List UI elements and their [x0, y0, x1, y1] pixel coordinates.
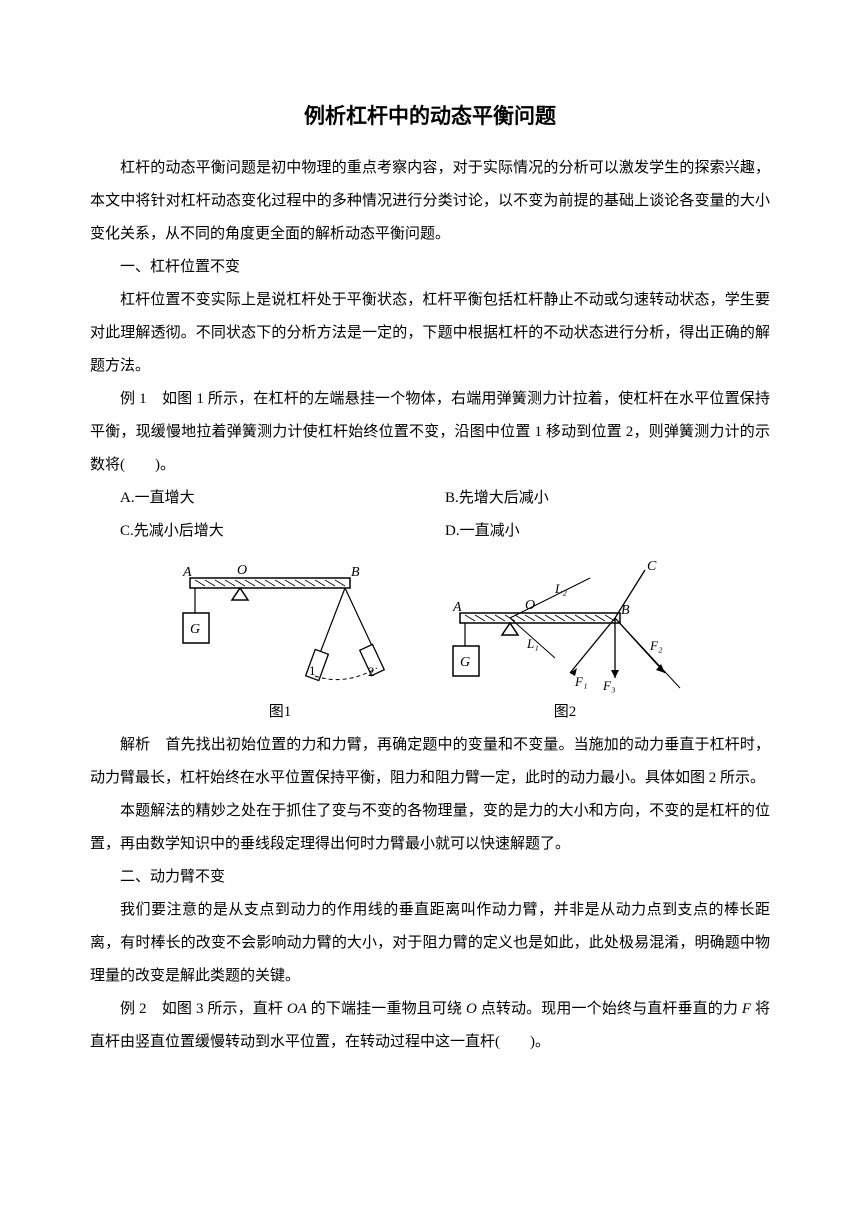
- figure-1-label: 图1: [165, 700, 395, 721]
- options-row2: C.先减小后增大 D.一直减小: [90, 515, 770, 548]
- figure-1: A O B G 1 2 图1: [165, 558, 395, 721]
- options-row1: A.一直增大 B.先增大后减小: [90, 482, 770, 515]
- section2-body: 我们要注意的是从支点到动力的作用线的垂直距离叫作动力臂，并非是从动力点到支点的棒…: [90, 894, 770, 993]
- fig2-label-f2: F₂: [649, 638, 663, 653]
- analysis1-p1: 解析 首先找出初始位置的力和力臂，再确定题中的变量和不变量。当施加的动力垂直于杠…: [90, 729, 770, 795]
- ex2-oa: OA: [287, 1001, 307, 1017]
- fig2-label-g: G: [460, 655, 470, 670]
- ex2-o: O: [466, 1001, 477, 1017]
- fig1-label-a: A: [182, 565, 192, 580]
- fig1-label-o: O: [237, 563, 247, 578]
- option-c: C.先减小后增大: [120, 515, 445, 548]
- ex2-f: F: [742, 1001, 751, 1017]
- section1-title: 一、杠杆位置不变: [90, 251, 770, 284]
- intro-paragraph: 杠杆的动态平衡问题是初中物理的重点考察内容，对于实际情况的分析可以激发学生的探索…: [90, 152, 770, 251]
- analysis1-p2: 本题解法的精妙之处在于抓住了变与不变的各物理量，变的是力的大小和方向，不变的是杠…: [90, 795, 770, 861]
- figure-1-svg: A O B G 1 2: [165, 558, 395, 698]
- fig2-label-l2: L₂: [554, 581, 567, 596]
- fig2-label-o: O: [525, 598, 535, 613]
- option-b: B.先增大后减小: [445, 482, 770, 515]
- fig1-label-g: G: [190, 622, 200, 637]
- option-d: D.一直减小: [445, 515, 770, 548]
- figure-2-svg: A O B G C L₂ F₁ L₁ F₃: [435, 558, 695, 698]
- section1-body: 杠杆位置不变实际上是说杠杆处于平衡状态，杠杆平衡包括杠杆静止不动或匀速转动状态，…: [90, 284, 770, 383]
- page-title: 例析杠杆中的动态平衡问题: [90, 100, 770, 130]
- section2-title: 二、动力臂不变: [90, 861, 770, 894]
- figure-2-label: 图2: [435, 700, 695, 721]
- option-a: A.一直增大: [120, 482, 445, 515]
- fig1-label-b: B: [351, 565, 360, 580]
- fig2-label-f1: F₁: [574, 674, 587, 689]
- example1-stem: 例 1 如图 1 所示，在杠杆的左端悬挂一个物体，右端用弹簧测力计拉着，使杠杆在…: [90, 383, 770, 482]
- fig2-label-c: C: [647, 559, 657, 574]
- fig1-pos1: 1: [309, 663, 316, 678]
- figures-row: A O B G 1 2 图1: [90, 558, 770, 721]
- fig2-label-l1: L₁: [526, 636, 539, 651]
- ex2-mid1: 的下端挂一重物且可绕: [307, 1001, 466, 1017]
- ex2-mid2: 点转动。现用一个始终与直杆垂直的力: [477, 1001, 742, 1017]
- fig2-label-a: A: [452, 600, 462, 615]
- fig2-label-f3: F₃: [602, 678, 615, 693]
- example2-stem: 例 2 如图 3 所示，直杆 OA 的下端挂一重物且可绕 O 点转动。现用一个始…: [90, 993, 770, 1059]
- figure-2: A O B G C L₂ F₁ L₁ F₃: [435, 558, 695, 721]
- ex2-prefix: 例 2 如图 3 所示，直杆: [120, 1001, 287, 1017]
